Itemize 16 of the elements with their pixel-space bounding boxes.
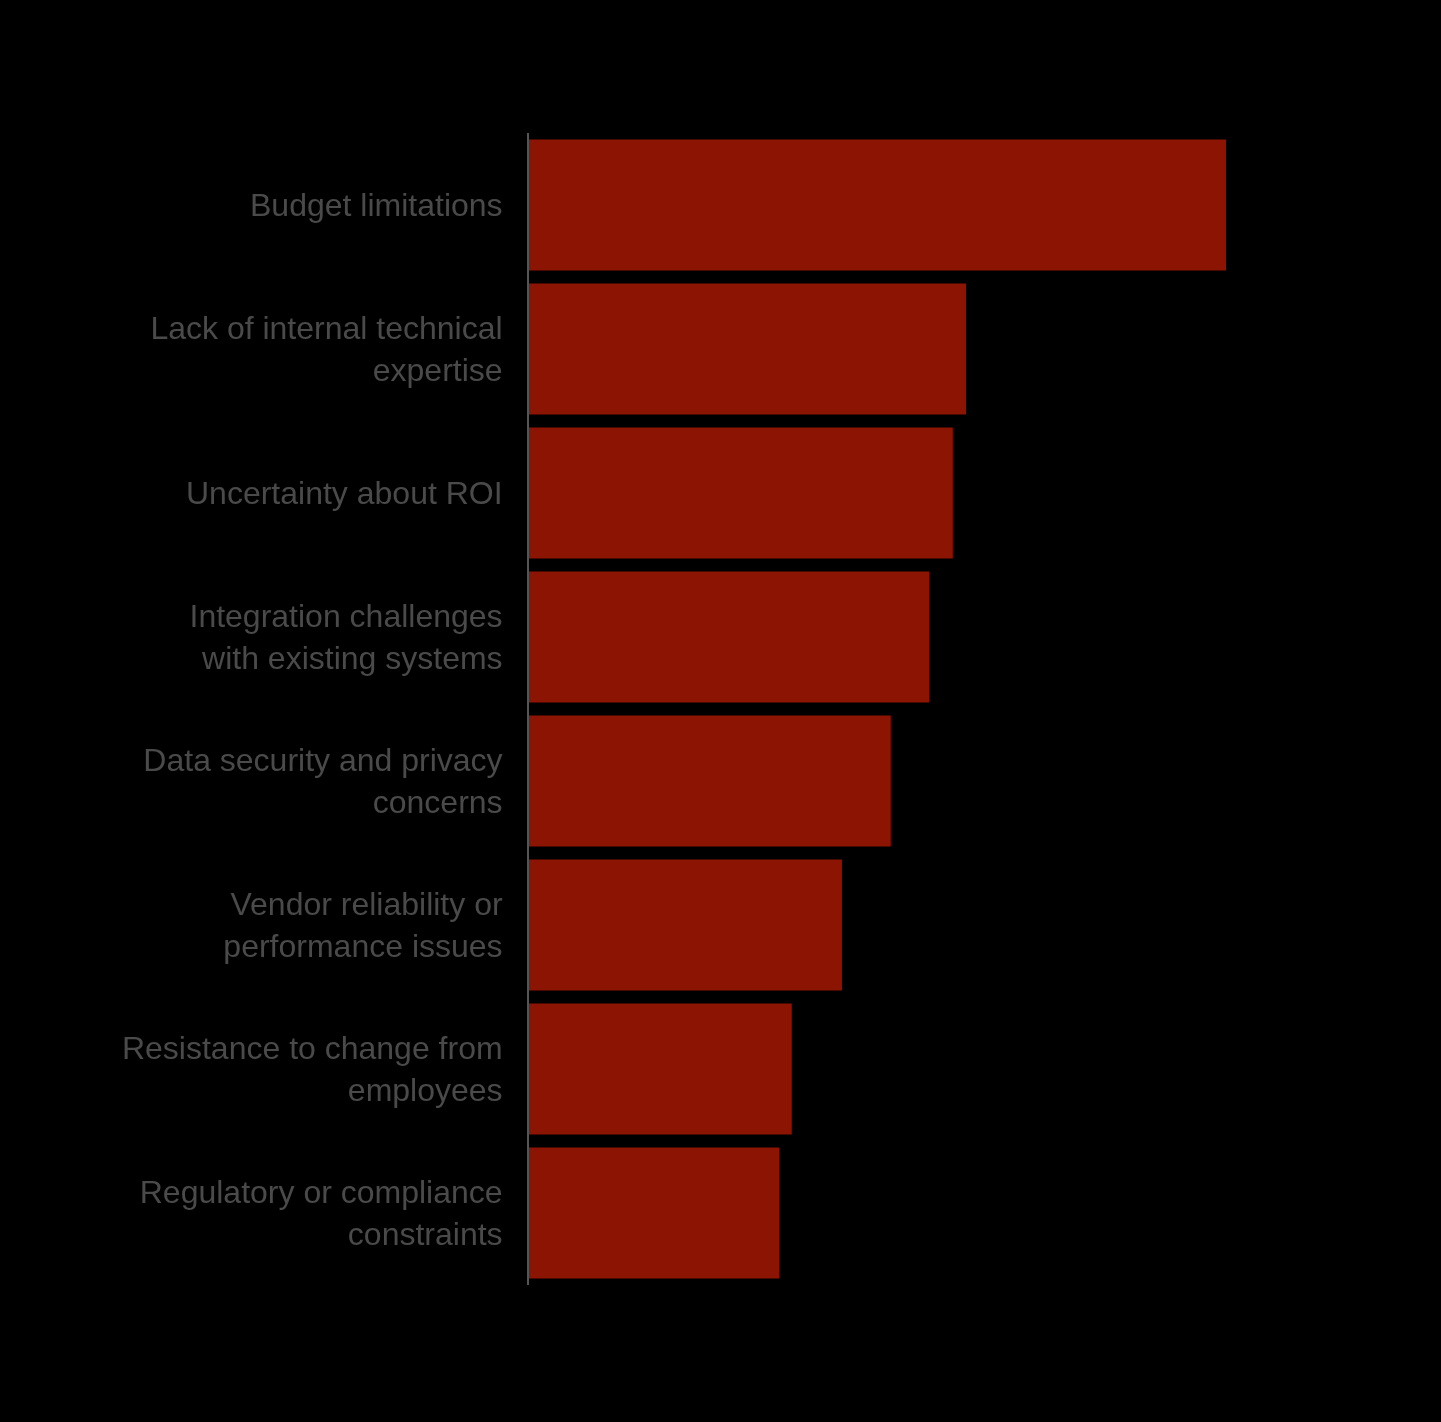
bar — [529, 715, 891, 847]
bar — [529, 427, 953, 559]
y-tick-label: Vendor reliability or performance issues — [223, 886, 503, 964]
bar — [529, 1003, 792, 1135]
bar — [529, 571, 930, 703]
bar — [529, 283, 967, 415]
y-tick-label: Lack of internal technical expertise — [150, 310, 503, 388]
y-tick-label: Data security and privacy concerns — [143, 742, 503, 820]
bar — [529, 1147, 780, 1279]
y-tick-label: Regulatory or compliance constraints — [139, 1174, 503, 1252]
bar — [529, 859, 842, 991]
y-tick-label: Budget limitations — [250, 187, 503, 224]
y-tick-label: Uncertainty about ROI — [186, 475, 503, 512]
y-tick-label: Resistance to change from employees — [121, 1030, 503, 1108]
y-tick-label: Integration challenges with existing systems — [189, 598, 503, 676]
bar — [529, 139, 1226, 271]
